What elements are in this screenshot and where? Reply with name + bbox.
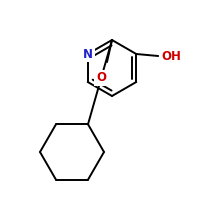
Text: O: O [96,71,106,84]
Text: N: N [83,47,93,60]
Text: OH: OH [161,49,181,62]
